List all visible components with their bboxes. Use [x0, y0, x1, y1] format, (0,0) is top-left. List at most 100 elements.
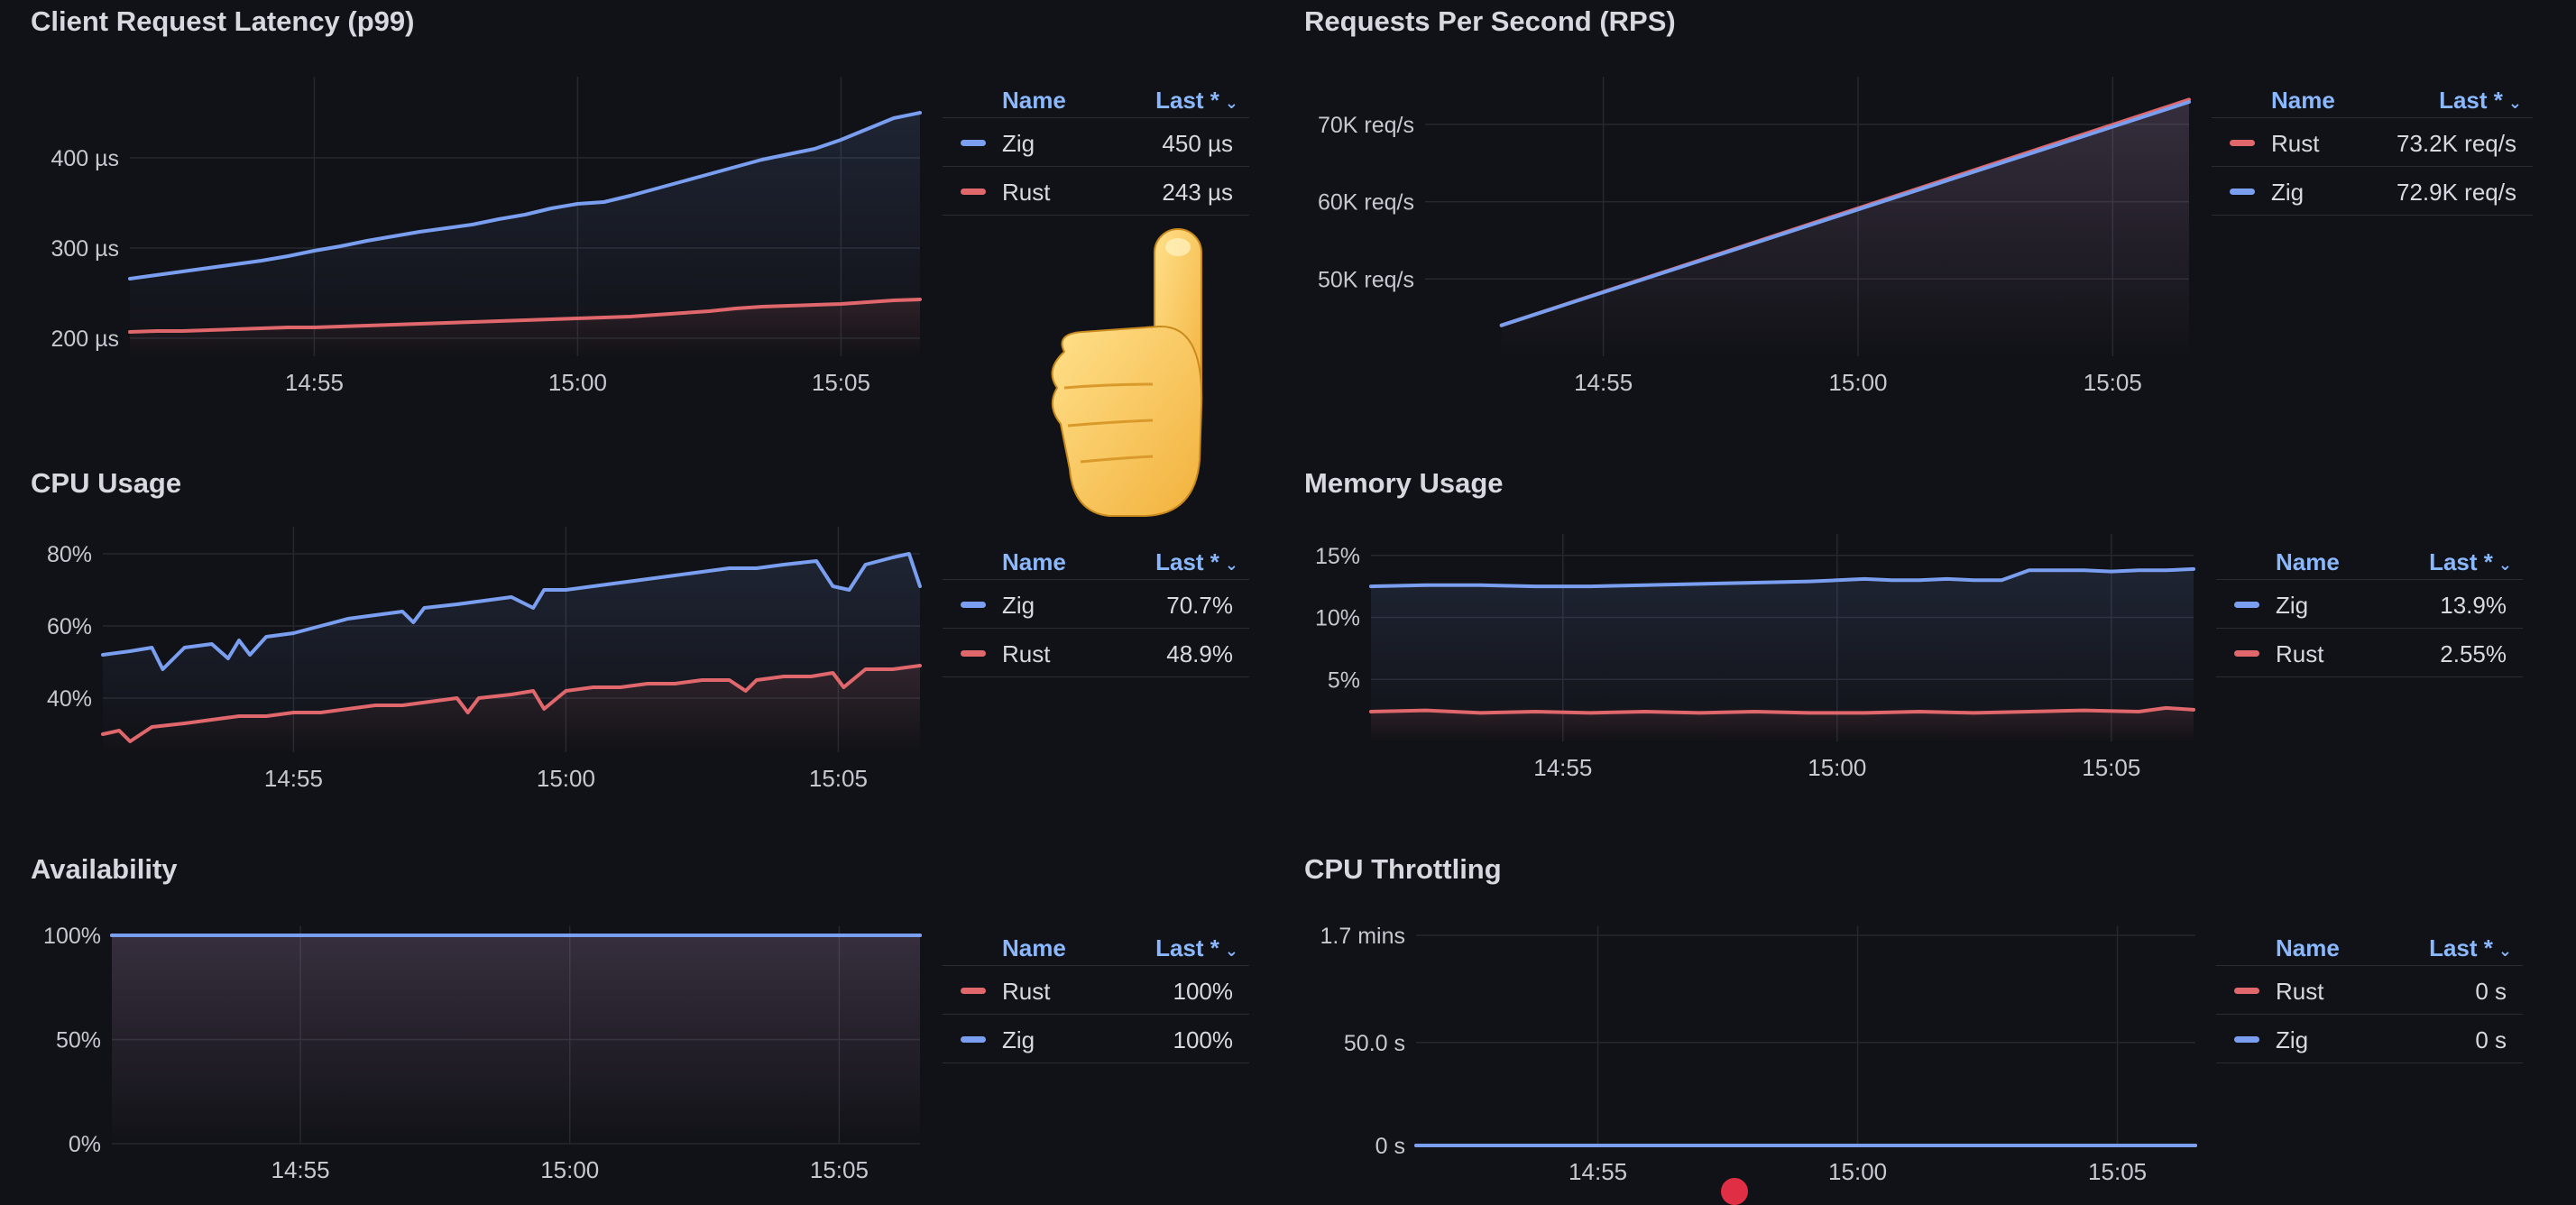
series-line-zig [1369, 566, 2195, 589]
legend-row[interactable]: Zig 13.9% [2216, 580, 2523, 629]
y-tick-label: 0 s [1375, 1134, 1405, 1159]
legend-last-sort[interactable]: Last * ⌄ [1155, 87, 1238, 114]
series-name: Rust [2276, 640, 2324, 667]
legend-cpu: Name Last * ⌄ Zig 70.7% Rust 48.9% [943, 534, 1249, 677]
series-last-value: 70.7% [1166, 592, 1233, 619]
panel-rps: Requests Per Second (RPS) 14:55 15:00 15:0… [1274, 0, 2576, 460]
series-area-zig [130, 113, 920, 356]
series-swatch [2234, 988, 2259, 994]
x-tick-label: 14:55 [264, 765, 323, 792]
cursor-dot [1721, 1178, 1748, 1205]
legend-name-sort[interactable]: Name [2276, 934, 2340, 961]
series-swatch [2234, 602, 2259, 608]
legend-last-sort[interactable]: Last * ⌄ [2439, 87, 2522, 114]
legend-name-sort[interactable]: Name [2271, 87, 2335, 114]
legend-name-sort[interactable]: Name [1002, 548, 1066, 575]
legend-last-sort[interactable]: Last * ⌄ [1155, 934, 1238, 961]
legend-memory: Name Last * ⌄ Zig 13.9% Rust 2.55% [2216, 534, 2523, 677]
series-line-zig [128, 111, 922, 281]
series-area-zig [1501, 102, 2189, 356]
x-tick-label: 15:05 [2088, 1158, 2147, 1185]
chevron-down-icon: ⌄ [2507, 94, 2522, 112]
legend-row[interactable]: Zig 450 µs [943, 118, 1249, 167]
legend-header: Name Last * ⌄ [943, 72, 1249, 118]
legend-name-sort[interactable]: Name [1002, 934, 1066, 961]
series-line-rust [1369, 705, 2195, 715]
legend-name-sort[interactable]: Name [1002, 87, 1066, 114]
series-name: Zig [1002, 592, 1035, 619]
legend-row[interactable]: Rust 73.2K req/s [2212, 118, 2533, 167]
series-area-rust [103, 666, 920, 752]
panel-memory: Memory Usage 14:55 15:00 15:05 5% 10% 15% Nam… [1274, 462, 2576, 841]
chevron-down-icon: ⌄ [2498, 556, 2512, 574]
series-swatch [961, 189, 986, 195]
series-name: Zig [2271, 179, 2305, 206]
y-tick-label: 40% [47, 686, 92, 712]
legend-availability: Name Last * ⌄ Rust 100% Zig 100% [943, 920, 1249, 1063]
series-name: Zig [1002, 130, 1035, 157]
panel-title: Requests Per Second (RPS) [1304, 5, 1676, 37]
series-line-zig [101, 552, 922, 671]
x-tick-label: 15:05 [810, 1156, 869, 1183]
series-name: Zig [2276, 1026, 2309, 1053]
series-last-value: 0 s [2475, 1026, 2507, 1053]
y-tick-label: 400 µs [51, 146, 119, 171]
series-last-value: 48.9% [1166, 640, 1233, 667]
series-last-value: 2.55% [2440, 640, 2507, 667]
series-last-value: 243 µs [1162, 179, 1233, 206]
panel-latency: Client Request Latency (p99) 14:55 15:00 1… [0, 0, 1272, 460]
series-last-value: 100% [1173, 978, 1234, 1005]
y-tick-label: 10% [1315, 606, 1360, 631]
legend-row[interactable]: Rust 0 s [2216, 966, 2523, 1015]
y-tick-label: 100% [43, 924, 101, 949]
legend-row[interactable]: Rust 243 µs [943, 167, 1249, 216]
series-line-zig [1499, 100, 2191, 327]
legend-latency: Name Last * ⌄ Zig 450 µs Rust 243 µs [943, 72, 1249, 216]
chevron-down-icon: ⌄ [1224, 556, 1238, 574]
series-name: Rust [1002, 179, 1051, 206]
x-tick-label: 15:00 [1808, 754, 1866, 781]
legend-row[interactable]: Zig 0 s [2216, 1015, 2523, 1063]
y-tick-label: 50% [56, 1028, 101, 1053]
legend-name-sort[interactable]: Name [2276, 548, 2340, 575]
chart-memory: 14:55 15:00 15:05 5% 10% 15% [1315, 534, 2195, 781]
legend-row[interactable]: Zig 100% [943, 1015, 1249, 1063]
series-name: Rust [2271, 130, 2320, 157]
series-swatch [2234, 1036, 2259, 1043]
x-tick-label: 15:00 [537, 765, 595, 792]
series-last-value: 73.2K req/s [2397, 130, 2516, 157]
series-name: Zig [1002, 1026, 1035, 1053]
series-swatch [961, 650, 986, 657]
series-last-value: 0 s [2475, 978, 2507, 1005]
panel-title: CPU Usage [31, 467, 182, 499]
legend-row[interactable]: Rust 2.55% [2216, 629, 2523, 677]
legend-row[interactable]: Rust 100% [943, 966, 1249, 1015]
series-swatch [961, 602, 986, 608]
series-area-zig [1371, 568, 2194, 741]
legend-last-sort[interactable]: Last * ⌄ [2429, 934, 2512, 961]
series-swatch [961, 140, 986, 146]
panel-title: Availability [31, 853, 178, 885]
series-area-rust [130, 299, 920, 356]
legend-header: Name Last * ⌄ [2216, 920, 2523, 966]
legend-row[interactable]: Zig 70.7% [943, 580, 1249, 629]
legend-last-sort[interactable]: Last * ⌄ [2429, 548, 2512, 575]
x-tick-label: 15:05 [809, 765, 868, 792]
x-tick-label: 14:55 [285, 369, 344, 396]
x-tick-label: 14:55 [1533, 754, 1592, 781]
x-tick-label: 14:55 [271, 1156, 330, 1183]
legend-row[interactable]: Zig 72.9K req/s [2212, 167, 2533, 216]
series-swatch [2230, 189, 2255, 195]
y-tick-label: 15% [1315, 544, 1360, 569]
x-tick-label: 15:05 [812, 369, 870, 396]
panel-title: CPU Throttling [1304, 853, 1502, 885]
chart-latency: 14:55 15:00 15:05 200 µs 300 µs 400 µs [51, 77, 922, 396]
chevron-down-icon: ⌄ [1224, 94, 1238, 112]
series-last-value: 72.9K req/s [2397, 179, 2516, 206]
x-tick-label: 15:05 [2084, 369, 2142, 396]
series-swatch [2234, 650, 2259, 657]
legend-row[interactable]: Rust 48.9% [943, 629, 1249, 677]
legend-last-sort[interactable]: Last * ⌄ [1155, 548, 1238, 575]
y-tick-label: 0% [69, 1132, 101, 1157]
